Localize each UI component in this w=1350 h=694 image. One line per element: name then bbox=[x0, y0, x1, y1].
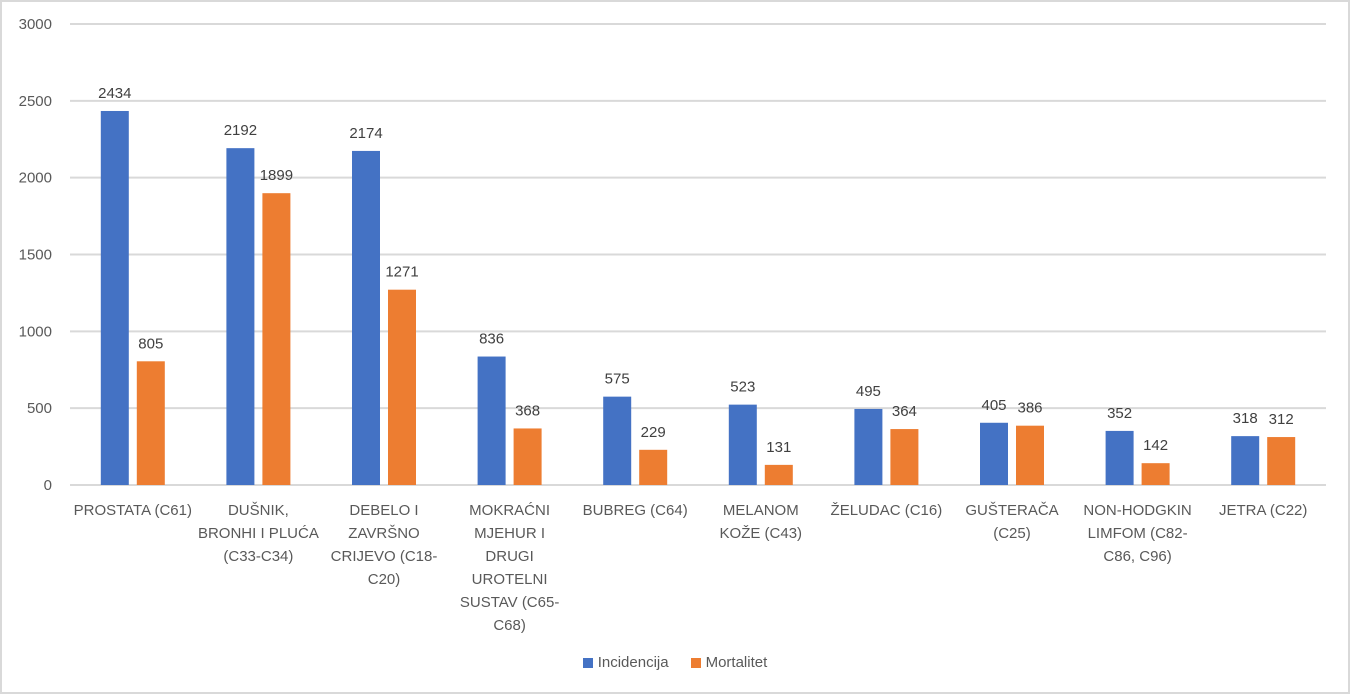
y-tick-label: 1000 bbox=[19, 323, 52, 340]
x-category-label-line: DEBELO I bbox=[349, 502, 418, 519]
x-category-label: ŽELUDAC (C16) bbox=[831, 502, 943, 519]
x-category-label-line: (C25) bbox=[993, 525, 1031, 542]
data-label: 131 bbox=[766, 439, 791, 456]
x-category-label-line: PROSTATA (C61) bbox=[74, 502, 192, 519]
data-label: 318 bbox=[1233, 410, 1258, 427]
data-label: 2434 bbox=[98, 85, 131, 102]
x-category-label-line: MJEHUR I bbox=[474, 525, 545, 542]
bar-mortalitet bbox=[764, 464, 793, 485]
x-category-label-line: NON-HODGKIN bbox=[1083, 502, 1191, 519]
y-tick-label: 2000 bbox=[19, 170, 52, 187]
x-category-label-line: BUBREG (C64) bbox=[583, 502, 688, 519]
bar-incidencija bbox=[226, 148, 255, 486]
data-label: 229 bbox=[641, 424, 666, 441]
bar-incidencija bbox=[854, 408, 883, 485]
x-category-label: BUBREG (C64) bbox=[583, 502, 688, 519]
data-label: 312 bbox=[1269, 411, 1294, 428]
legend-label-mortalitet: Mortalitet bbox=[705, 654, 768, 671]
y-tick-label: 500 bbox=[27, 400, 52, 417]
x-category-label: JETRA (C22) bbox=[1219, 502, 1307, 519]
x-category-label: PROSTATA (C61) bbox=[74, 502, 192, 519]
bar-incidencija bbox=[352, 150, 380, 486]
bar-mortalitet bbox=[639, 449, 668, 485]
data-label: 1271 bbox=[385, 264, 418, 281]
data-label: 364 bbox=[892, 403, 917, 420]
y-tick-label: 2500 bbox=[19, 93, 52, 110]
bar-mortalitet bbox=[136, 361, 165, 485]
data-label: 142 bbox=[1143, 437, 1168, 454]
x-category-label: MELANOM KOŽE (C43) bbox=[720, 502, 803, 542]
bar-mortalitet bbox=[890, 429, 919, 485]
data-label: 2174 bbox=[349, 125, 382, 142]
x-category-label-line: CRIJEVO (C18- bbox=[331, 548, 438, 565]
x-category-label: GUŠTERAČA (C25) bbox=[965, 502, 1058, 542]
legend-swatch-incidencija bbox=[582, 657, 593, 668]
data-label: 352 bbox=[1107, 405, 1132, 422]
data-label: 523 bbox=[730, 379, 755, 396]
bar-incidencija bbox=[1231, 436, 1260, 485]
x-category-label-line: UROTELNI bbox=[472, 571, 548, 588]
y-tick-label: 0 bbox=[44, 477, 52, 494]
bar-incidencija bbox=[1105, 430, 1134, 485]
x-category-label-line: C86, C96) bbox=[1103, 548, 1171, 565]
legend-item-incidencija: Incidencija bbox=[582, 654, 669, 671]
x-category-label: NON-HODGKIN LIMFOM (C82- C86, C96) bbox=[1083, 502, 1191, 565]
bar-mortalitet bbox=[513, 428, 542, 485]
x-category-label-line: SUSTAV (C65- bbox=[460, 594, 559, 611]
x-category-label: MOKRAĆNI MJEHUR I DRUGI UROTELNI SUSTAV (C65… bbox=[460, 502, 559, 634]
y-tick-label: 1500 bbox=[19, 247, 52, 264]
legend: Incidencija Mortalitet bbox=[0, 654, 1350, 671]
bar-incidencija bbox=[477, 356, 506, 485]
bar-mortalitet bbox=[1267, 437, 1296, 485]
data-label: 836 bbox=[479, 331, 504, 348]
x-category-label-line: C20) bbox=[368, 571, 401, 588]
x-category-label-line: C68) bbox=[493, 617, 526, 634]
bar-mortalitet bbox=[262, 193, 291, 485]
bar-incidencija bbox=[728, 404, 757, 485]
data-label: 1899 bbox=[260, 167, 293, 184]
x-category-label: DEBELO I ZAVRŠNO CRIJEVO (C18- C20) bbox=[331, 502, 438, 588]
bar-mortalitet bbox=[1016, 425, 1044, 485]
x-category-label-line: BRONHI I PLUĆA bbox=[198, 525, 319, 542]
x-category-label-line: LIMFOM (C82- bbox=[1088, 525, 1188, 542]
data-label: 405 bbox=[981, 397, 1006, 414]
x-category-label-line: KOŽE (C43) bbox=[720, 525, 803, 542]
data-label: 386 bbox=[1017, 400, 1042, 417]
bar-incidencija bbox=[603, 396, 632, 485]
x-category-label-line: DRUGI bbox=[485, 548, 533, 565]
legend-label-incidencija: Incidencija bbox=[597, 654, 669, 671]
bar-incidencija bbox=[100, 110, 129, 485]
x-category-label-line: MOKRAĆNI bbox=[469, 502, 550, 519]
x-category-label-line: ŽELUDAC (C16) bbox=[831, 502, 943, 519]
legend-swatch-mortalitet bbox=[690, 657, 701, 668]
x-category-label-line: ZAVRŠNO bbox=[348, 525, 419, 542]
data-label: 2192 bbox=[224, 122, 257, 139]
data-label: 368 bbox=[515, 402, 540, 419]
data-label: 575 bbox=[605, 371, 630, 388]
x-category-label-line: (C33-C34) bbox=[223, 548, 293, 565]
x-category-label: DUŠNIK, BRONHI I PLUĆA (C33-C34) bbox=[198, 502, 319, 565]
legend-item-mortalitet: Mortalitet bbox=[690, 654, 768, 671]
data-label: 805 bbox=[138, 335, 163, 352]
x-category-label-line: JETRA (C22) bbox=[1219, 502, 1307, 519]
y-tick-label: 3000 bbox=[19, 16, 52, 33]
x-category-label-line: MELANOM bbox=[723, 502, 799, 519]
data-label: 495 bbox=[856, 383, 881, 400]
x-category-label-line: GUŠTERAČA bbox=[965, 502, 1058, 519]
bar-incidencija bbox=[980, 422, 1008, 485]
bar-mortalitet bbox=[1141, 463, 1170, 485]
x-category-label-line: DUŠNIK, bbox=[228, 502, 289, 519]
bar-mortalitet bbox=[388, 289, 416, 485]
